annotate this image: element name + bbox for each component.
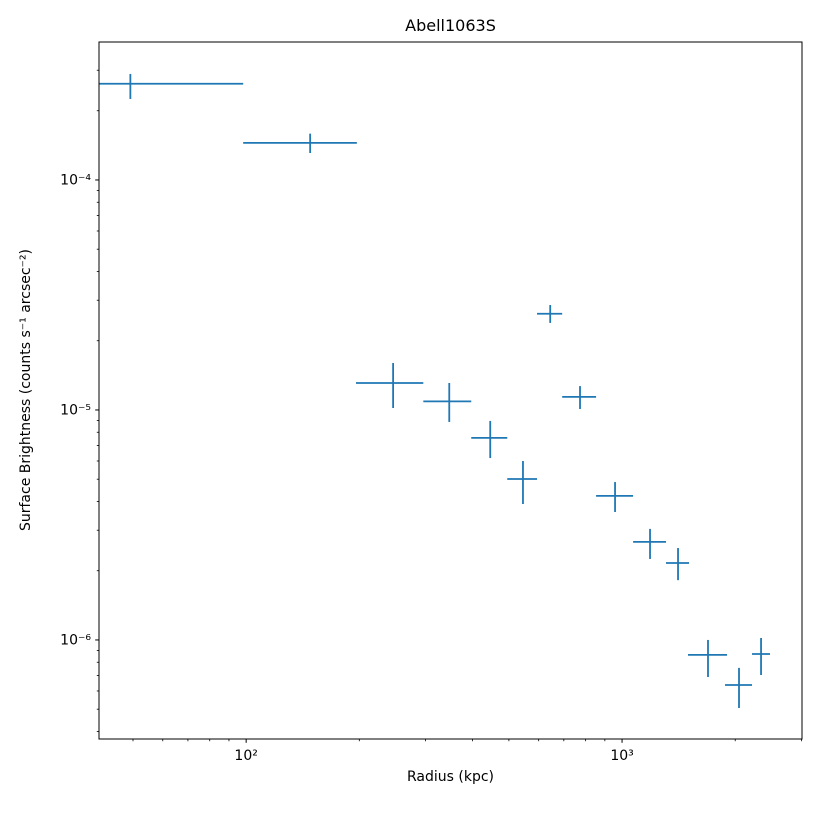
x-tick-label: 10³: [610, 748, 633, 764]
error-bar-point: [688, 639, 728, 678]
error-bar-point: [423, 382, 472, 422]
error-bar-point: [99, 73, 244, 99]
error-bar-point: [596, 482, 634, 513]
error-bar-point: [725, 667, 753, 709]
error-bar-point: [243, 133, 357, 153]
error-bar-point: [633, 528, 667, 559]
error-bar-point: [356, 363, 424, 408]
chart-title: Abell1063S: [405, 16, 496, 35]
y-tick-label: 10⁻⁴: [60, 172, 91, 188]
error-bar-point: [666, 548, 690, 581]
y-tick-label: 10⁻⁵: [60, 402, 91, 418]
y-tick-label: 10⁻⁶: [60, 632, 91, 648]
data-series: [99, 73, 770, 709]
error-bar-point: [752, 637, 770, 676]
plot-border: [98, 41, 803, 740]
x-tick-label: 10²: [234, 748, 257, 764]
error-bar-point: [537, 305, 563, 323]
error-bar-point: [562, 386, 597, 409]
error-bar-point: [507, 460, 538, 505]
y-axis-label: Surface Brightness (counts s⁻¹ arcsec⁻²): [18, 248, 34, 532]
error-bar-point: [471, 420, 508, 459]
x-axis-label: Radius (kpc): [406, 769, 494, 785]
